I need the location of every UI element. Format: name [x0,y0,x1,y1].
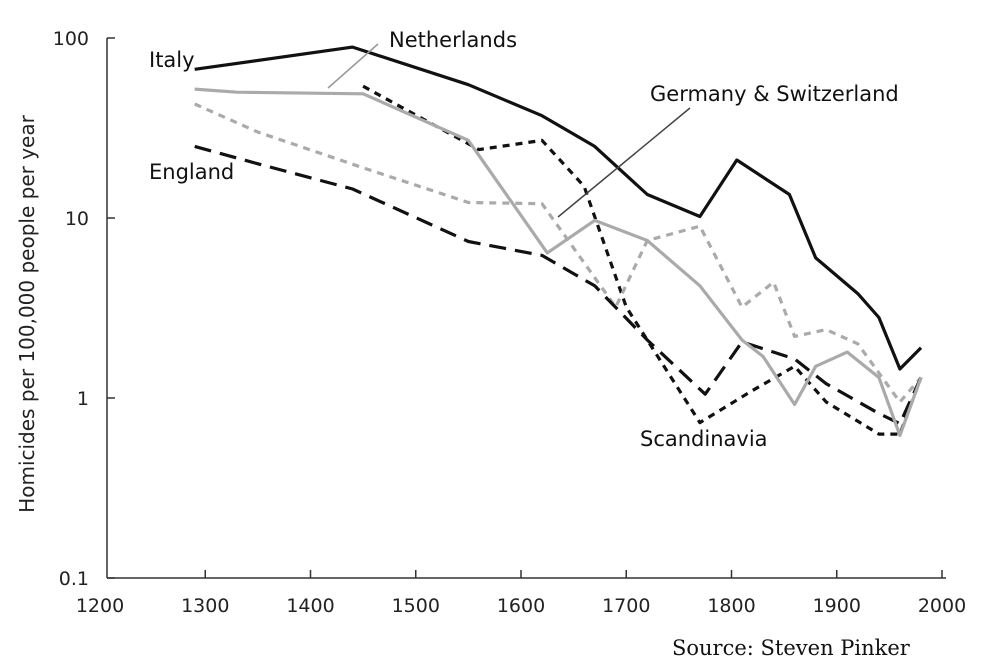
x-tick-label: 1400 [286,595,334,617]
x-tick-label: 2000 [918,595,966,617]
y-tick-label: 1 [77,388,89,410]
x-tick-label: 1900 [813,595,861,617]
label-scandinavia: Scandinavia [640,427,768,451]
x-ticks: 1200 1300 1400 1500 1600 1700 1800 1900 2000 [76,570,966,617]
x-tick-label: 1500 [392,595,440,617]
label-italy: Italy [149,48,195,72]
y-axis-title: Homicides per 100,000 people per year [15,114,39,512]
series-line-italy [194,45,923,371]
germany-switzerland-leader-line [557,107,691,218]
label-netherlands: Netherlands [389,28,517,52]
label-england: England [149,160,234,184]
series-line-netherlands [362,84,923,436]
x-tick-label: 1800 [707,595,755,617]
series-line-england [194,144,923,426]
y-tick-label: 10 [65,208,89,230]
x-tick-label: 1300 [181,595,229,617]
series-lines [194,45,923,437]
y-tick-label: 0.1 [59,568,89,590]
y-ticks: 0.1 1 10 100 [53,28,115,590]
series-labels: Italy Netherlands Germany & Switzerland … [149,28,899,451]
series-line-scandinavia [194,87,923,437]
axes [106,38,946,579]
label-germany-switzerland: Germany & Switzerland [650,82,899,106]
source-credit: Source: Steven Pinker [672,636,910,660]
label-leader-lines [327,43,691,218]
netherlands-leader-line [327,43,379,89]
series-line-germany-switzerland [194,102,923,404]
x-tick-label: 1700 [602,595,650,617]
x-tick-label: 1200 [76,595,124,617]
x-tick-label: 1600 [497,595,545,617]
y-tick-label: 100 [53,28,89,50]
